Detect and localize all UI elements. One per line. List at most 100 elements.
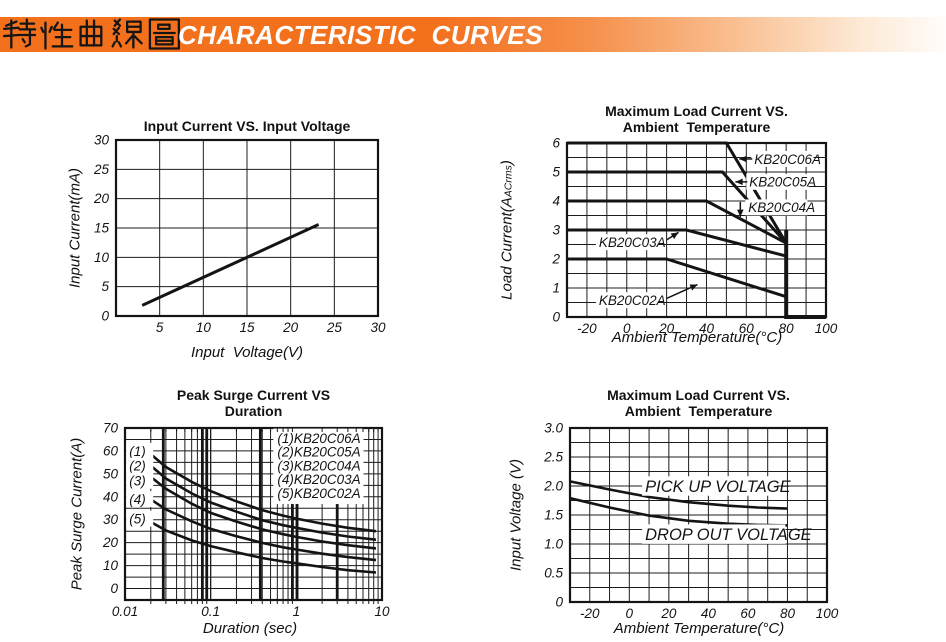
x-tick-label: -20: [580, 606, 600, 621]
y-tick-label: 3: [552, 223, 560, 238]
x-tick-label: 20: [282, 320, 299, 335]
y-tick-label: 2: [551, 252, 560, 267]
series-KB20C05A: [567, 170, 788, 245]
x-tick-label: 25: [326, 320, 343, 335]
series-KB20C03A: [567, 228, 787, 258]
chart-title: Input Current VS. Input Voltage: [143, 118, 351, 134]
series-KB20C06A: [146, 449, 377, 533]
y-tick-label: 0: [552, 310, 560, 325]
y-axis-label: Load Current(AACrms): [499, 160, 516, 300]
y-axis-label-text: Peak Surge Current(A): [68, 437, 86, 591]
y-axis-label-end: ): [498, 160, 516, 166]
y-tick-label: 2.5: [543, 450, 563, 465]
y-tick-label: 0: [110, 581, 118, 596]
x-axis-label: Input Voltage(V): [190, 344, 304, 361]
cn-char-4: [111, 18, 143, 49]
chart-max-load-current-vs-ambient-temperature: KB20C06A KB20C05A KB20C04A KB20C03A KB20C02A…: [480, 100, 946, 380]
y-tick-label: 40: [103, 489, 119, 504]
chart-subtitle: Ambient Temperature: [622, 119, 771, 135]
annotation-label: (2): [129, 459, 146, 474]
legend-entry: (5)KB20C02A: [277, 486, 360, 501]
series-pick-up-voltage: [569, 480, 788, 510]
y-tick-label: 4: [552, 194, 560, 209]
cn-char-5: [148, 18, 181, 50]
x-tick-label: 60: [740, 606, 756, 621]
annotation-label: PICK UP VOLTAGE: [645, 478, 791, 496]
x-tick-label: 0: [623, 321, 631, 336]
series-KB20C02A: [146, 518, 377, 574]
chart-title: Maximum Load Current VS.: [605, 103, 788, 119]
y-tick-label: 30: [94, 133, 110, 148]
x-tick-label: 10: [374, 604, 390, 619]
y-tick-label: 6: [552, 136, 560, 151]
cn-char-2: [40, 21, 74, 50]
annotation-label: DROP OUT VOLTAGE: [645, 526, 813, 544]
x-tick-label: 80: [780, 606, 796, 621]
chart-subtitle: Ambient Temperature: [624, 403, 773, 419]
x-tick-label: 20: [658, 321, 675, 336]
y-axis-label-text: Input Current(mA): [66, 167, 84, 289]
legend-entry: (1)KB20C06A: [277, 431, 360, 446]
y-axis-label: Input Voltage (V): [508, 459, 525, 571]
chart-title: Peak Surge Current VS: [176, 387, 331, 403]
x-tick-label: 1: [293, 604, 301, 619]
cn-char-1: [2, 18, 37, 49]
y-tick-label: 50: [103, 466, 119, 481]
y-tick-label: 1.5: [544, 508, 563, 523]
x-tick-label: 15: [239, 320, 255, 335]
chart-canvas: KB20C06A KB20C05A KB20C04A KB20C03A KB20C02A…: [551, 136, 837, 337]
chinese-title: [2, 18, 181, 50]
x-axis-label: Ambient Temperature(°C): [611, 329, 783, 346]
y-tick-label: 5: [101, 279, 109, 294]
series-KB20C02A: [567, 257, 787, 299]
chart-title: Maximum Load Current VS.: [607, 387, 790, 403]
chart-canvas: (1)(2)(3) (4) (5) (1)KB20C06A(2)KB20C05A(3)…: [102, 421, 390, 620]
x-tick-label: 10: [196, 320, 212, 335]
series-drop-out-voltage: [569, 496, 788, 527]
series-KB20C03A: [146, 495, 377, 562]
annotation-label: KB20C02A: [599, 293, 666, 308]
y-tick-label: 0: [101, 309, 109, 324]
y-tick-label: 20: [93, 191, 110, 206]
x-tick-label: 0.1: [201, 604, 220, 619]
x-tick-label: 100: [816, 606, 839, 621]
series-input-current-line: [141, 223, 320, 307]
y-tick-label: 70: [103, 421, 119, 436]
chart-canvas: PICK UP VOLTAGE DROP OUT VOLTAGE -20 0 20 40 6…: [543, 421, 839, 622]
y-tick-label: 10: [94, 250, 110, 265]
header-title-en: CHARACTERISTIC CURVES: [178, 20, 543, 50]
annotation-label: (4): [129, 492, 146, 507]
chart-input-voltage-vs-ambient-temperature: PICK UP VOLTAGE DROP OUT VOLTAGE -20 0 20 40 6…: [490, 380, 946, 642]
annotation-label: KB20C03A: [599, 235, 666, 250]
y-tick-label: 3.0: [544, 421, 563, 436]
series-KB20C04A: [567, 199, 787, 245]
annotation-label: (3): [129, 474, 146, 489]
series-KB20C05A: [146, 461, 377, 541]
header-bar: CHARACTERISTIC CURVES: [0, 17, 946, 52]
y-tick-label: 1.0: [544, 537, 563, 552]
chart-canvas: 5 10 15 20 25 30 0 5 10 15 20 25 30: [93, 133, 386, 336]
x-tick-label: 30: [370, 320, 386, 335]
x-tick-label: -20: [577, 321, 597, 336]
y-axis-label: Input Current(mA): [67, 168, 84, 288]
y-tick-label: 1: [552, 281, 560, 296]
x-tick-label: 0: [626, 606, 634, 621]
y-tick-label: 5: [552, 165, 560, 180]
y-axis-label: Peak Surge Current(A): [69, 438, 86, 591]
series-thermal-cutoff: [784, 230, 826, 319]
cn-char-3: [79, 19, 103, 47]
annotation-label: KB20C05A: [749, 175, 816, 190]
annotation-label: (5): [129, 511, 146, 526]
chart-peak-surge-current-vs-duration: (1) (2) (3) (4) (5) (1)KB20C06A (2)KB20C05A (3)…: [60, 380, 480, 642]
annotation-label: KB20C06A: [754, 152, 821, 167]
y-axis-label-text: Load Current(A: [498, 197, 516, 300]
legend-entry: (3)KB20C04A: [277, 458, 360, 473]
chart-input-current-vs-input-voltage: 5 10 15 20 25 30 0 5 10 15 20 25 30 Input Current VS…: [40, 100, 476, 380]
y-tick-label: 0: [555, 595, 563, 610]
y-tick-label: 0.5: [544, 566, 563, 581]
legend-entry: (4)KB20C03A: [277, 472, 360, 487]
x-tick-label: 60: [739, 321, 755, 336]
y-tick-label: 2.0: [543, 479, 563, 494]
x-tick-label: 20: [660, 606, 677, 621]
